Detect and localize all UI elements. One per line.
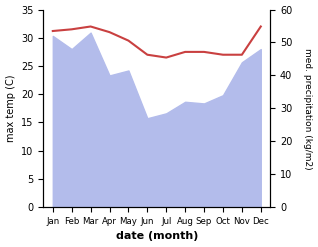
Y-axis label: max temp (C): max temp (C) bbox=[5, 75, 16, 142]
X-axis label: date (month): date (month) bbox=[116, 231, 198, 242]
Y-axis label: med. precipitation (kg/m2): med. precipitation (kg/m2) bbox=[303, 48, 313, 169]
